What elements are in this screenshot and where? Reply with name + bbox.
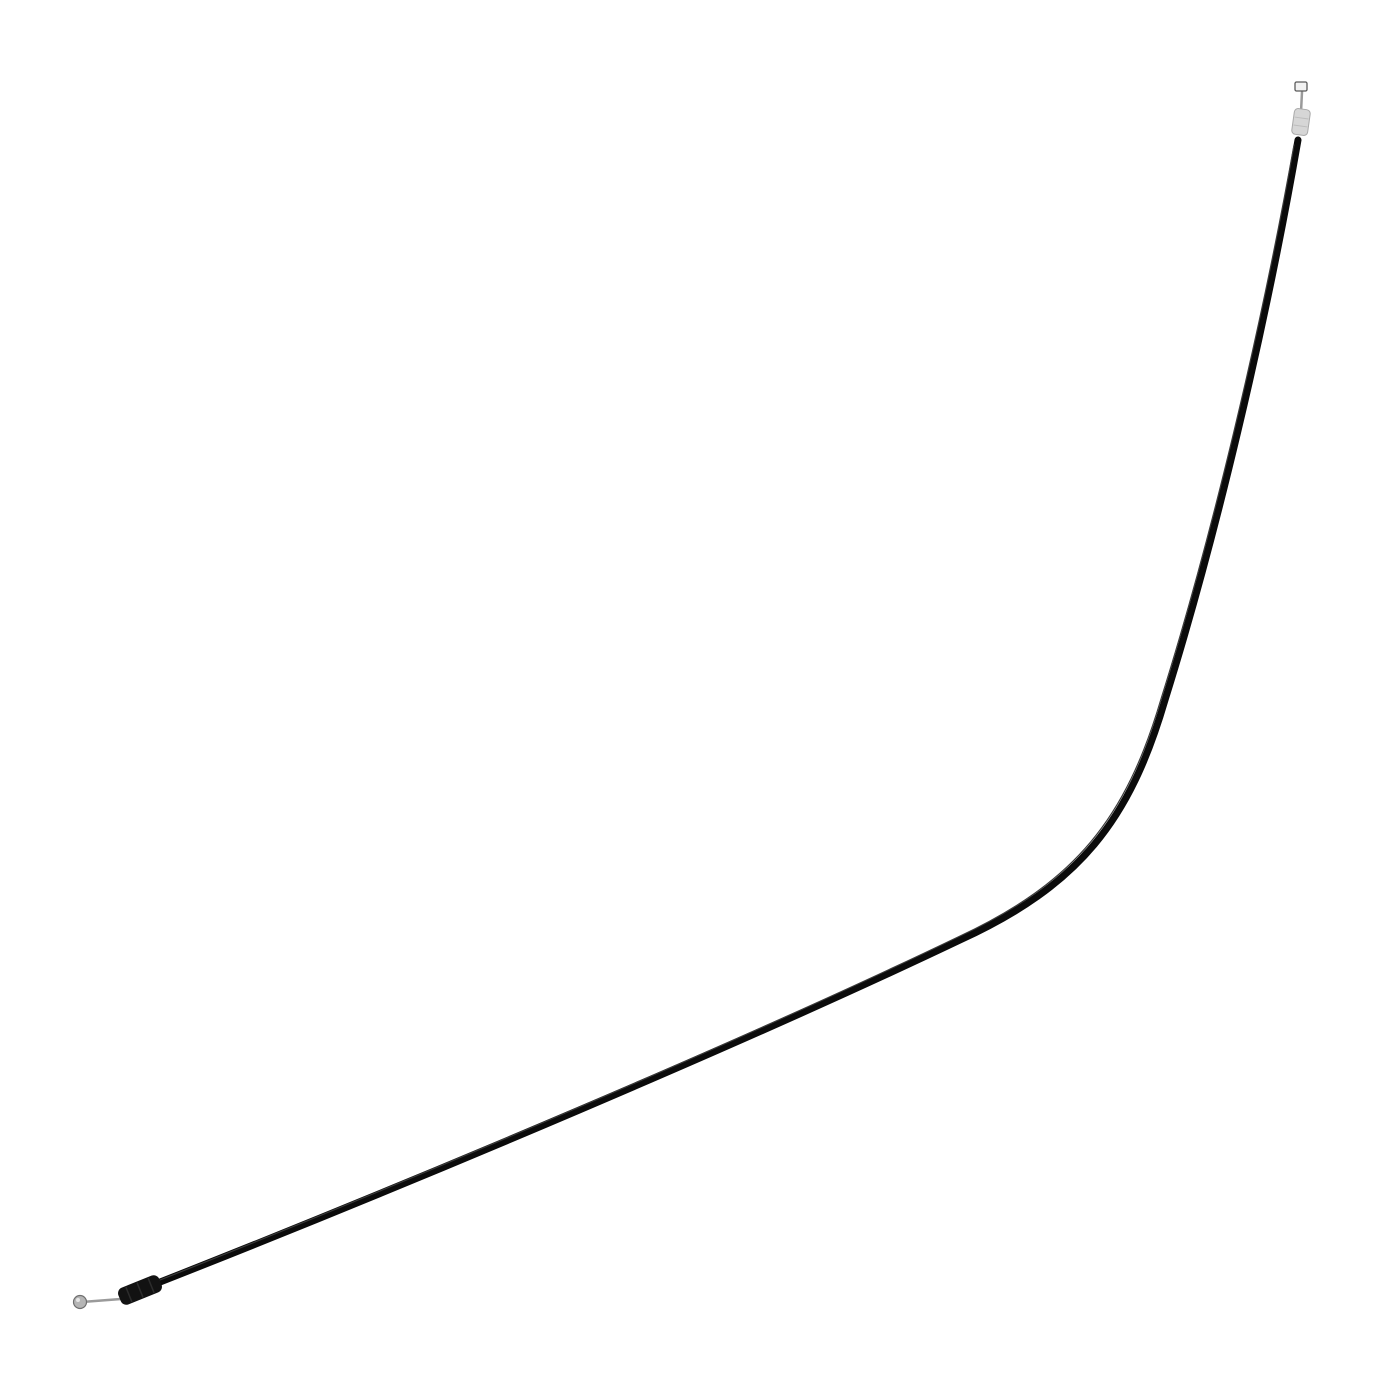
- inner-wire-bottom: [80, 1297, 123, 1304]
- cable-sheath-highlight: [159, 144, 1295, 1281]
- cable-sheath: [146, 136, 1302, 1290]
- cable-end-bottom: [72, 1275, 162, 1310]
- ball-end-fitting: [72, 1294, 88, 1310]
- cable-ferrule-top: [1291, 108, 1311, 136]
- barrel-end-fitting: [1294, 81, 1308, 92]
- cable-end-top: [1291, 81, 1311, 136]
